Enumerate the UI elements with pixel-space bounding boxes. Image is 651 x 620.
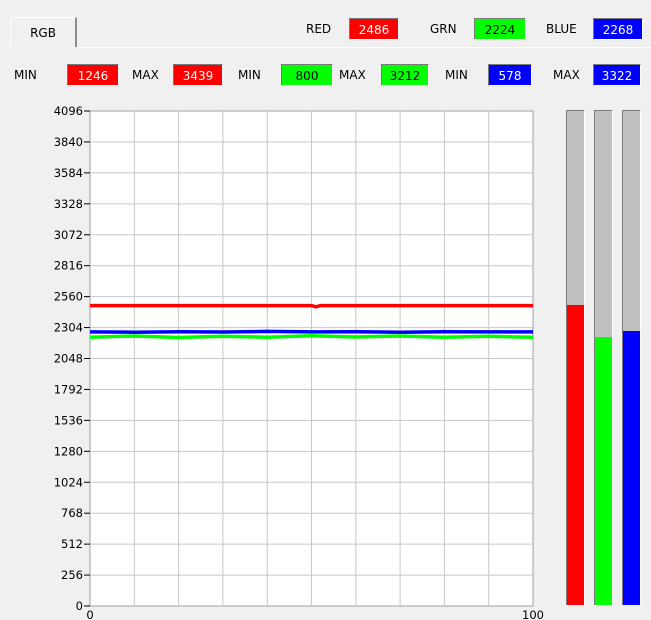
- blue-value: 2268: [593, 18, 643, 40]
- x-tick-label: 100: [522, 608, 544, 620]
- green-max-value: 3212: [381, 64, 429, 86]
- y-tick-label: 1792: [54, 382, 83, 396]
- series-group: [89, 303, 534, 340]
- red-level-bar: [566, 110, 585, 605]
- rgb-chart: 4096 3840 3584 3328 3072 2816 2560 2304 2048 1792…: [0, 95, 545, 620]
- green-level-fill: [595, 336, 612, 605]
- red-series-line: [90, 303, 533, 309]
- blue-label: BLUE: [546, 22, 577, 36]
- green-series-line: [89, 334, 534, 340]
- y-tick-label: 3840: [54, 135, 83, 149]
- blue-max-value: 3322: [593, 64, 641, 86]
- y-tick-label: 2560: [54, 290, 83, 304]
- tab-divider: [77, 47, 651, 48]
- y-tick-label: 2304: [54, 321, 83, 335]
- blue-max-label: MAX: [553, 68, 580, 82]
- blue-min-value: 578: [488, 64, 532, 86]
- blue-series-line: [89, 329, 533, 334]
- green-min-value: 800: [281, 64, 333, 86]
- blue-min-label: MIN: [445, 68, 468, 82]
- green-label: GRN: [430, 22, 457, 36]
- y-tick-label: 512: [61, 537, 83, 551]
- y-axis: 4096384035843328307228162560230420481792…: [54, 104, 90, 613]
- y-tick-label: 3328: [54, 197, 83, 211]
- blue-level-bar: [622, 110, 641, 605]
- chart-canvas: 4096384035843328307228162560230420481792…: [54, 104, 544, 620]
- red-label: RED: [306, 22, 332, 36]
- y-tick-label: 0: [76, 599, 83, 613]
- red-value: 2486: [349, 18, 399, 40]
- x-tick-label: 0: [86, 608, 93, 620]
- y-tick-label: 4096: [54, 104, 83, 118]
- red-max-label: MAX: [132, 68, 159, 82]
- red-max-value: 3439: [173, 64, 223, 86]
- red-min-label: MIN: [14, 68, 37, 82]
- red-level-fill: [567, 305, 584, 605]
- grid: [90, 111, 533, 606]
- y-tick-label: 2816: [54, 259, 83, 273]
- y-tick-label: 3072: [54, 228, 83, 242]
- y-tick-label: 1536: [54, 413, 83, 427]
- y-tick-label: 1024: [54, 475, 83, 489]
- y-tick-label: 768: [61, 506, 83, 520]
- x-axis: 0 100: [86, 608, 544, 620]
- y-tick-label: 1280: [54, 444, 83, 458]
- tab-rgb[interactable]: RGB: [10, 17, 77, 47]
- red-min-value: 1246: [67, 64, 119, 86]
- green-value: 2224: [474, 18, 526, 40]
- y-tick-label: 256: [61, 568, 83, 582]
- green-min-label: MIN: [238, 68, 261, 82]
- y-tick-label: 2048: [54, 352, 83, 366]
- green-level-bar: [594, 110, 613, 605]
- green-max-label: MAX: [339, 68, 366, 82]
- blue-level-fill: [623, 331, 640, 605]
- tab-rgb-label: RGB: [30, 25, 56, 40]
- y-tick-label: 3584: [54, 166, 83, 180]
